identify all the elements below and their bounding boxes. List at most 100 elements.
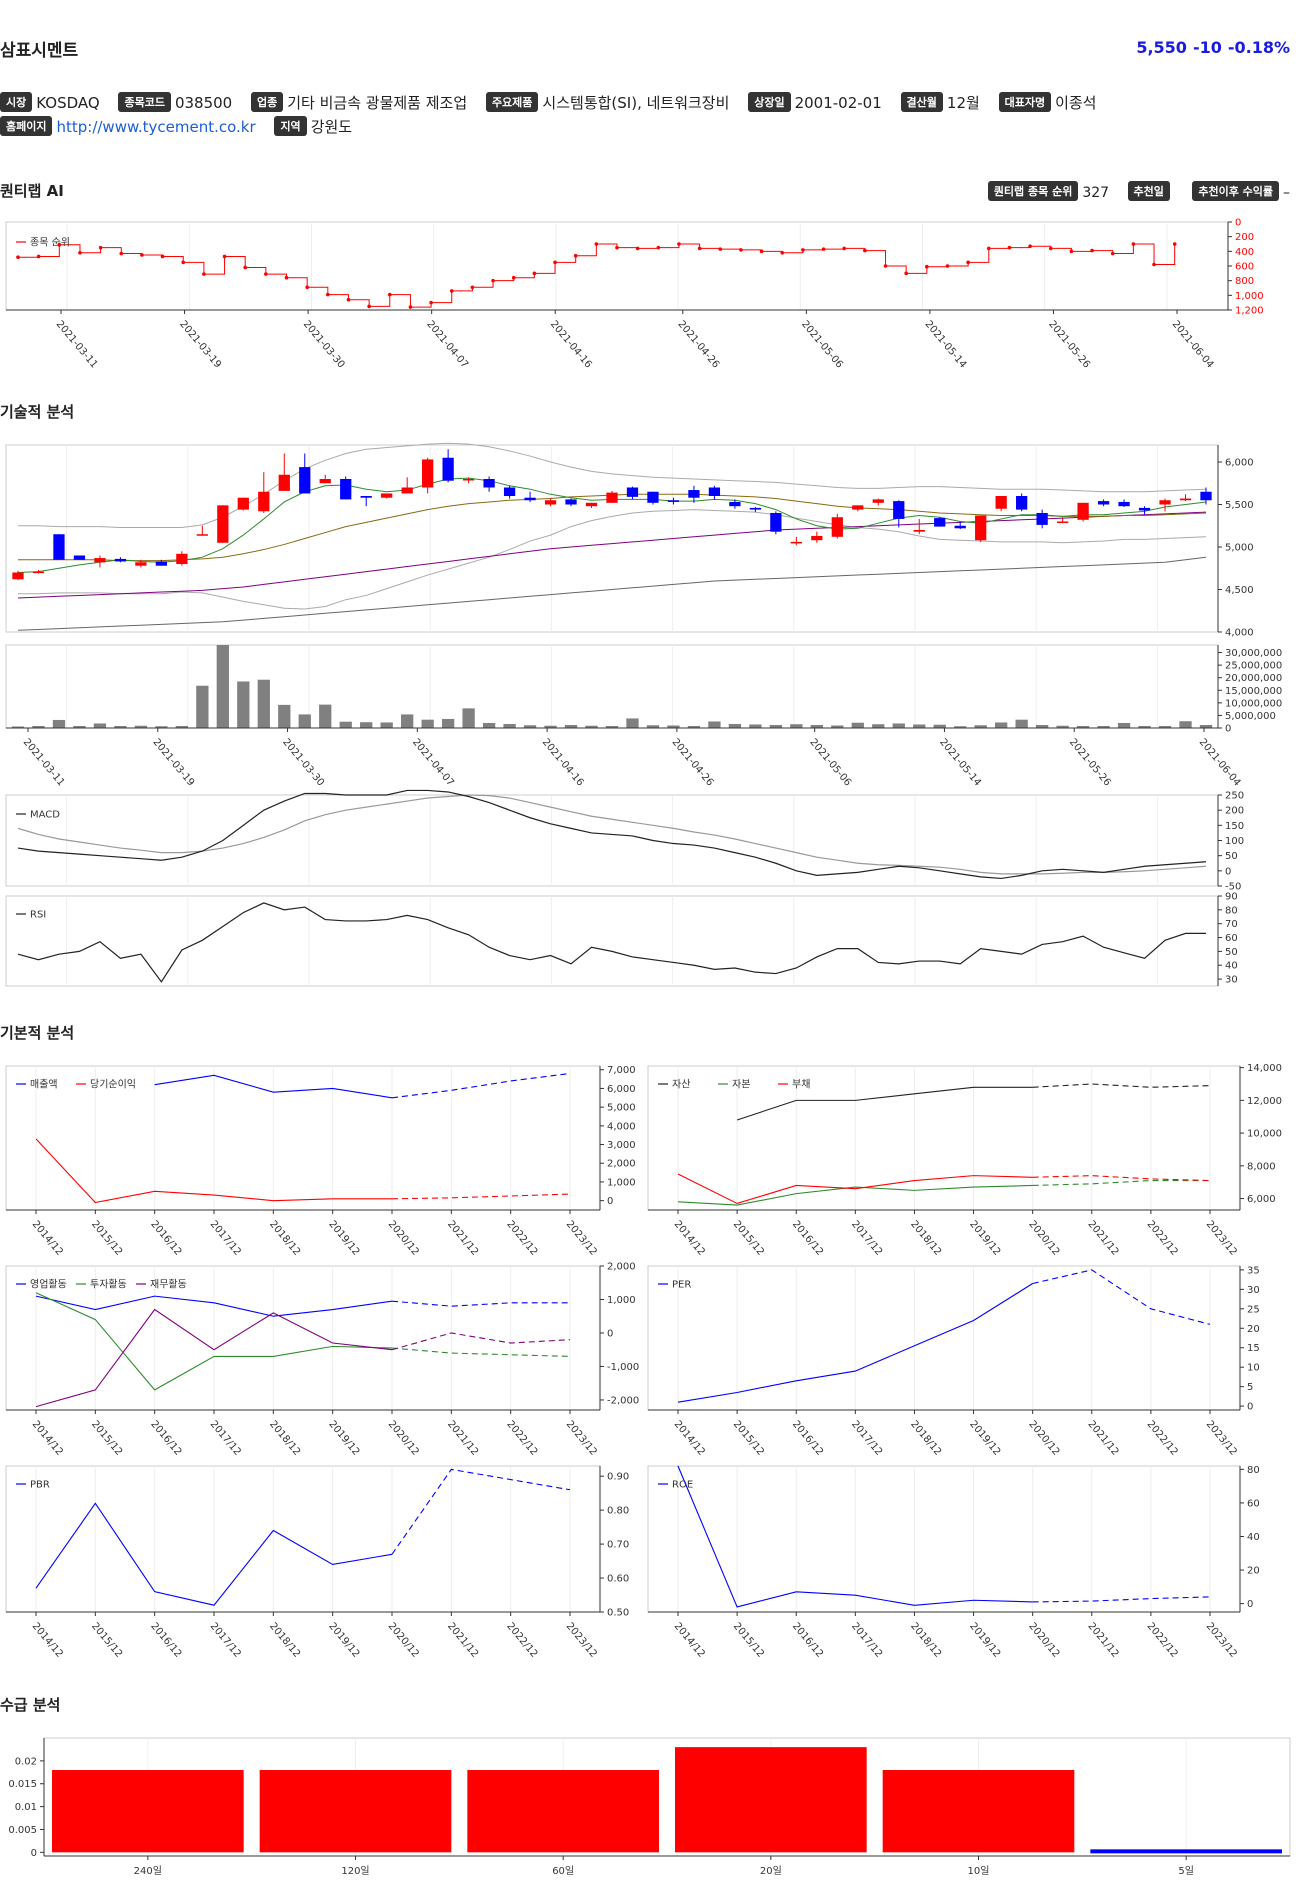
candle-body: [12, 572, 24, 580]
rsi-y-tick-label: 70: [1225, 919, 1238, 930]
ceo-value: 이종석: [1055, 94, 1097, 112]
volume-bar: [155, 726, 168, 728]
per-y-tick-label: 30: [1247, 1285, 1260, 1296]
rank-point: [470, 285, 475, 290]
candle-body: [1179, 498, 1192, 501]
cashflow-x-tick-label: 2023/12: [564, 1419, 599, 1458]
candle-body: [749, 507, 762, 510]
volume-bar: [954, 726, 967, 728]
pbr-x-tick-label: 2018/12: [267, 1621, 302, 1660]
rank-point: [1069, 249, 1074, 254]
volume-bar: [1015, 719, 1028, 728]
candle-body: [53, 534, 65, 560]
cashflow-x-tick-label: 2019/12: [326, 1419, 361, 1458]
volume-bar: [134, 725, 148, 728]
per-chart-frame: [647, 1265, 1241, 1411]
volume-bar: [421, 719, 434, 728]
roe-series-actual: [677, 1465, 1033, 1608]
listing-label: 상장일: [748, 92, 791, 112]
candle-body: [934, 518, 946, 527]
sales-x-tick-label: 2017/12: [208, 1219, 243, 1258]
candle-body: [401, 487, 413, 494]
rank-point: [408, 305, 413, 309]
supply-x-tick-label: 5일: [1178, 1865, 1194, 1877]
roe-y-tick-label: 20: [1247, 1566, 1260, 1577]
per-y-tick-label: 15: [1247, 1343, 1260, 1354]
assets-x-tick-label: 2019/12: [967, 1219, 1002, 1258]
volume-bar: [237, 681, 250, 728]
rank-point: [1131, 242, 1136, 246]
homepage-link[interactable]: http://www.tycement.co.kr: [56, 118, 256, 136]
volume-y-tick-label: 20,000,000: [1225, 673, 1282, 684]
volume-bar: [462, 708, 475, 728]
per-x-tick-label: 2022/12: [1145, 1419, 1180, 1458]
rank-point: [57, 242, 62, 247]
per-y-tick-label: 10: [1247, 1363, 1260, 1374]
candle-body: [626, 487, 639, 497]
sales-y-tick-label: 3,000: [607, 1140, 636, 1151]
roe-x-tick-label: 2020/12: [1026, 1621, 1061, 1660]
rsi-y-tick-label: 60: [1225, 933, 1238, 944]
macd-line: [17, 789, 1207, 880]
candle-body: [237, 497, 249, 510]
pbr-x-tick-label: 2020/12: [386, 1621, 421, 1660]
roe-y-tick-label: 80: [1247, 1465, 1260, 1476]
assets-series-actual: [736, 1086, 1033, 1121]
per-x-tick-label: 2023/12: [1204, 1419, 1239, 1458]
volume-bar: [1138, 725, 1151, 728]
market-value: KOSDAQ: [36, 94, 100, 112]
candle-body: [73, 555, 86, 560]
rsi-y-tick-label: 30: [1225, 975, 1238, 986]
cashflow-series-actual: [35, 1292, 393, 1391]
volume-bar: [175, 725, 189, 728]
cashflow-x-tick-label: 2022/12: [504, 1419, 539, 1458]
assets-y-tick-label: 14,000: [1247, 1063, 1282, 1074]
rank-x-tick-label: 2021-03-30: [301, 319, 347, 371]
per-x-tick-label: 2018/12: [908, 1419, 943, 1458]
rank-point: [966, 260, 970, 265]
candle-body: [852, 505, 864, 510]
cashflow-series-estimate: [391, 1332, 571, 1351]
candle-body: [422, 459, 434, 488]
candle-body: [975, 515, 987, 541]
rec-return-value: –: [1283, 185, 1290, 201]
candle-body: [483, 479, 495, 488]
rsi-y-tick-label: 40: [1225, 961, 1238, 972]
assets-x-tick-label: 2022/12: [1145, 1219, 1180, 1258]
sales-x-tick-label: 2014/12: [30, 1219, 65, 1258]
candle-body: [155, 561, 168, 566]
sales-series-actual: [35, 1138, 392, 1204]
candle-body: [258, 491, 270, 512]
supply-y-tick-label: 0: [31, 1848, 37, 1859]
volume-bar: [667, 725, 680, 728]
volume-x-tick-label: 2021-05-14: [937, 737, 983, 789]
rank-y-tick-label: 200: [1235, 232, 1254, 243]
candle-body: [217, 505, 229, 543]
pbr-x-tick-label: 2023/12: [564, 1621, 599, 1660]
rank-point: [677, 242, 681, 246]
candle-body: [94, 558, 106, 563]
rank-y-tick-label: 400: [1235, 247, 1254, 258]
info-row: 시장 KOSDAQ 종목코드 038500 업종 기타 비금속 광물제품 제조업 주요…: [0, 92, 1110, 113]
stock-name: 삼표시멘트: [0, 41, 79, 61]
region-value: 강원도: [310, 118, 353, 136]
volume-x-tick-label: 2021-03-11: [21, 737, 67, 789]
section-supply-title: 수급 분석: [0, 1696, 61, 1714]
rank-point: [532, 271, 537, 276]
ma120-line: [17, 556, 1207, 631]
rank-x-tick-label: 2021-04-07: [424, 319, 470, 371]
assets-x-tick-label: 2020/12: [1026, 1219, 1061, 1258]
volume-x-tick-label: 2021-06-04: [1197, 737, 1243, 789]
candle-y-tick-label: 4,500: [1225, 585, 1254, 596]
section-fund-title: 기본적 분석: [0, 1024, 75, 1042]
rsi-y-tick-label: 90: [1225, 892, 1238, 903]
legend-label: 영업활동: [30, 1278, 67, 1291]
pbr-x-tick-label: 2022/12: [504, 1621, 539, 1660]
per-y-tick-label: 35: [1247, 1265, 1260, 1276]
volume-bar: [728, 723, 742, 728]
candle-y-tick-label: 5,500: [1225, 500, 1254, 511]
rank-point: [635, 246, 640, 251]
rank-point: [78, 251, 82, 255]
macd-y-tick-label: 100: [1225, 836, 1244, 847]
pbr-y-tick-label: 0.60: [607, 1574, 629, 1585]
